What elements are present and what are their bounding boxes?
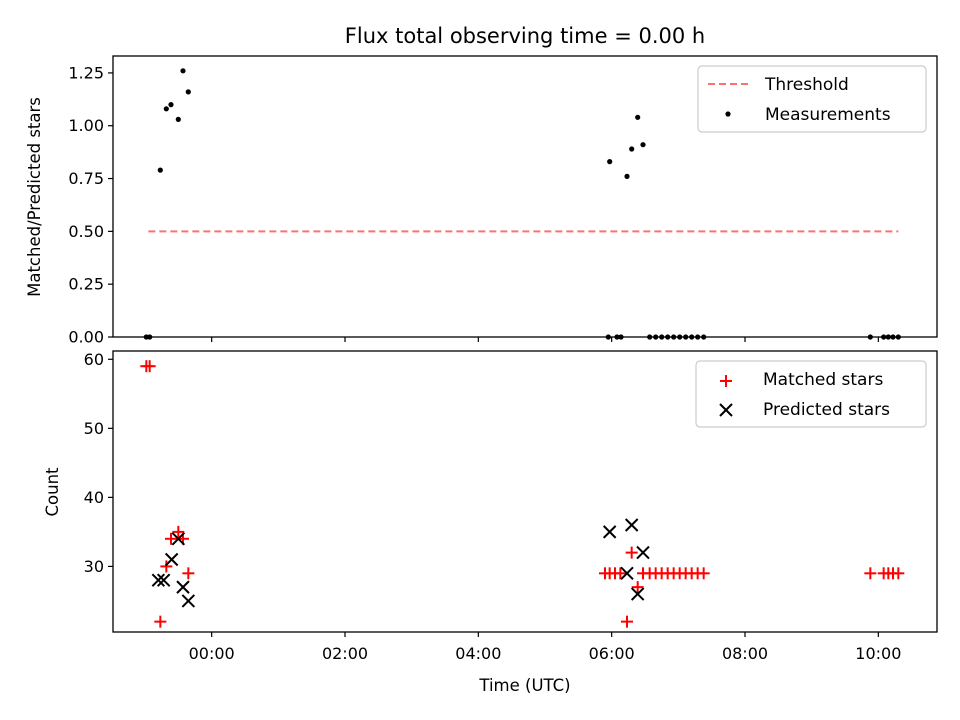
matched-legend-swatch [720,375,732,387]
predicted-star-marker [151,573,166,587]
predicted-star-marker [624,518,639,532]
count-y-ticks: 30 40 50 60 [84,350,113,576]
figure-title: Flux total observing time = 0.00 h [345,24,705,48]
count-legend: Matched stars Predicted stars [695,360,927,428]
measurement-point [180,68,186,74]
matched-star-marker [621,615,633,628]
predicted-legend-label: Predicted stars [763,400,890,420]
predicted-legend-swatch [719,403,733,417]
x-tick-label: 00:00 [189,644,235,663]
x-tick-label: 06:00 [589,644,635,663]
ratio-legend-box [697,65,927,133]
count-legend-box [695,360,927,428]
measurement-point [624,173,630,179]
x-tick-label: 02:00 [322,644,368,663]
count-y-tick-label: 60 [84,350,104,369]
predicted-star-marker [602,525,617,539]
predicted-star-marker [164,552,179,567]
measurement-point [629,146,635,152]
x-tick-label: 10:00 [855,644,901,663]
ratio-panel: 0.00 0.25 0.50 0.75 1.00 1.25 Matched/Predict… [25,55,938,347]
matched-legend-label: Matched stars [763,370,883,390]
count-axes-frame [112,350,938,633]
matched-star-marker [631,581,644,594]
x-axis-label: Time (UTC) [478,676,570,695]
matched-star-marker [165,532,177,545]
matched-star-marker [892,567,905,580]
measurement-point [168,102,174,108]
count-y-tick-label: 40 [84,488,104,507]
ratio-y-tick-label: 0.00 [68,328,104,347]
x-tick-label: 04:00 [455,644,501,663]
measurement-point [635,114,641,120]
matched-star-marker [864,567,877,580]
count-plot-area [140,360,905,628]
ratio-y-tick-label: 0.25 [68,275,104,294]
measurement-point [163,106,169,112]
matched-star-marker [143,360,156,373]
measurement-point [640,142,646,148]
ratio-y-axis-label: Matched/Predicted stars [25,97,44,297]
threshold-legend-label: Threshold [764,75,849,95]
predicted-star-marker [181,594,196,608]
measurement-point [185,89,191,95]
count-y-axis-label: Count [43,467,62,517]
ratio-y-ticks: 0.00 0.25 0.50 0.75 1.00 1.25 [68,63,113,347]
count-x-ticks: 00:00 02:00 04:00 06:00 08:00 10:00 [189,632,901,663]
ratio-axes-frame [112,55,938,338]
ratio-legend: Threshold Measurements [697,65,927,133]
ratio-y-tick-label: 1.25 [68,63,104,82]
matched-star-marker [697,567,710,580]
ratio-x-ticks [211,337,879,342]
ratio-y-tick-label: 0.50 [68,222,104,241]
matched-star-marker [182,567,195,580]
predicted-star-marker [620,566,634,581]
predicted-star-marker [636,545,650,560]
measurement-point [607,159,613,165]
predicted-star-marker [630,587,645,601]
ratio-y-tick-label: 0.75 [68,169,104,188]
measurement-point [175,116,181,122]
count-y-tick-label: 30 [84,557,104,576]
measurement-point [157,167,163,173]
matched-star-marker [154,615,167,628]
matched-star-marker [160,560,173,573]
predicted-star-marker [156,573,171,587]
predicted-star-marker [176,580,190,594]
measurements-legend-label: Measurements [765,105,891,125]
predicted-star-marker [171,532,186,546]
matched-star-marker [625,546,638,559]
measurements-legend-swatch [725,111,731,117]
count-y-tick-label: 50 [84,419,104,438]
matched-star-marker [614,567,627,580]
matched-star-marker [172,525,185,538]
x-tick-label: 08:00 [722,644,768,663]
ratio-y-tick-label: 1.00 [68,116,104,135]
